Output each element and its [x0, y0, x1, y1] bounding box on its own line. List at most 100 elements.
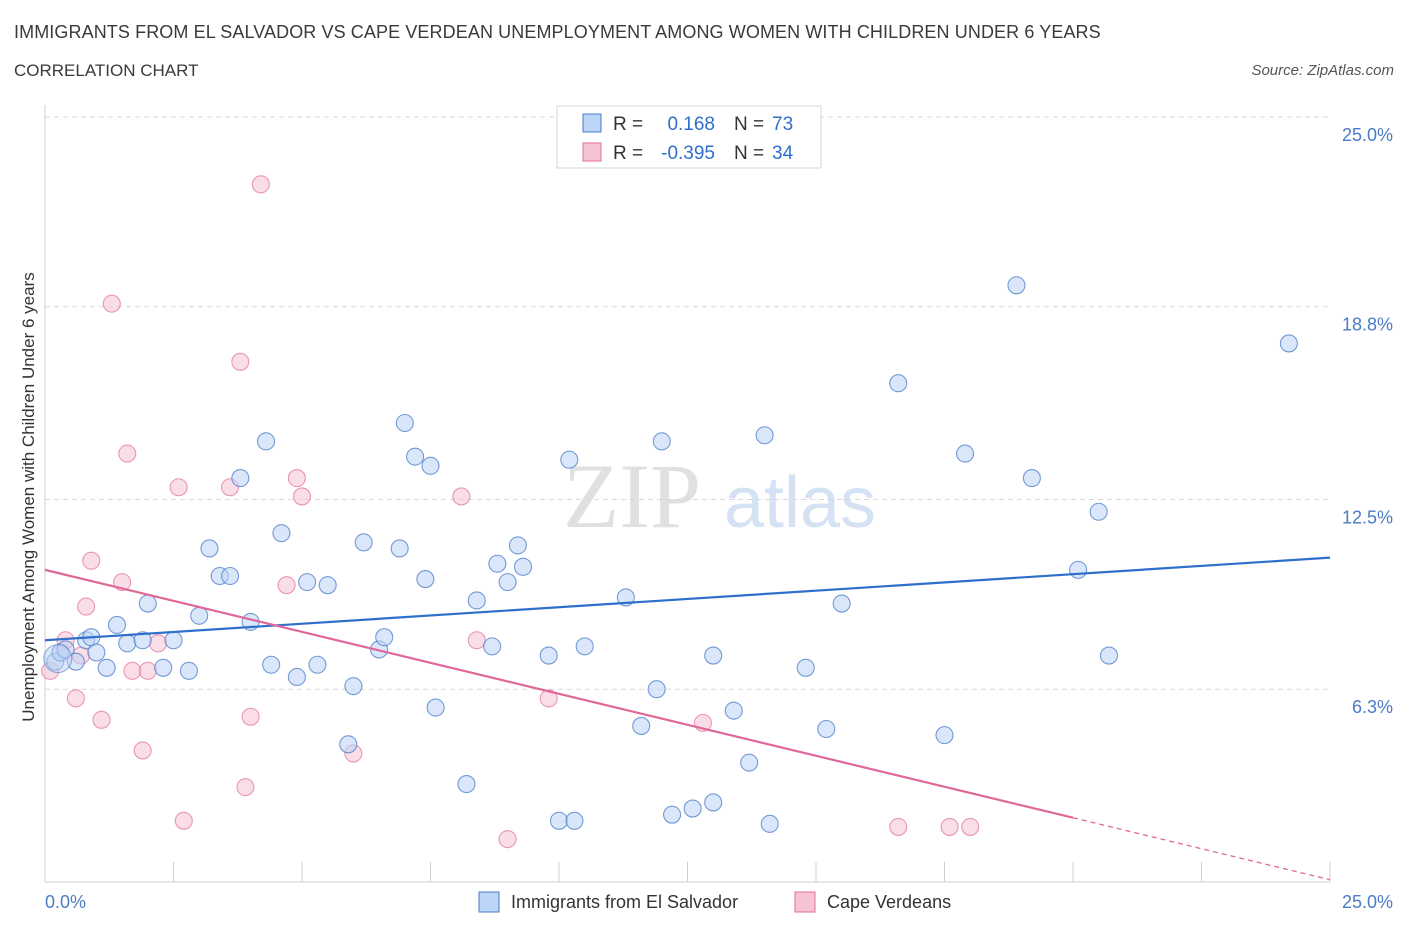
point-el-salvador	[318, 576, 337, 595]
point-cape-verdeans	[241, 707, 260, 726]
point-el-salvador	[164, 631, 183, 650]
point-cape-verdeans	[452, 487, 471, 506]
legend-n-label-blue: N =	[734, 114, 764, 135]
point-el-salvador	[467, 591, 486, 610]
point-cape-verdeans	[66, 689, 85, 708]
point-cape-verdeans	[539, 689, 558, 708]
point-cape-verdeans	[961, 817, 980, 836]
point-el-salvador	[724, 701, 743, 720]
point-cape-verdeans	[236, 778, 255, 797]
point-el-salvador	[647, 680, 666, 699]
point-cape-verdeans	[133, 741, 152, 760]
point-el-salvador	[262, 655, 281, 674]
point-el-salvador	[375, 628, 394, 647]
point-cape-verdeans	[123, 661, 142, 680]
point-cape-verdeans	[102, 294, 121, 313]
point-el-salvador	[426, 698, 445, 717]
point-el-salvador	[889, 374, 908, 393]
chart-title: IMMIGRANTS FROM EL SALVADOR VS CAPE VERD…	[14, 22, 1101, 42]
point-cape-verdeans	[149, 634, 168, 653]
legend-swatch-pink	[582, 142, 602, 162]
point-cape-verdeans	[92, 710, 111, 729]
point-cape-verdeans	[174, 811, 193, 830]
point-el-salvador	[704, 646, 723, 665]
point-el-salvador	[107, 615, 127, 635]
point-el-salvador	[200, 539, 219, 558]
point-el-salvador	[220, 566, 240, 586]
point-el-salvador	[832, 594, 851, 613]
x-tick-label: 25.0%	[1342, 892, 1393, 912]
point-cape-verdeans	[251, 175, 270, 194]
y-tick-labels: 6.3% 12.5% 18.8% 25.0%	[1342, 125, 1393, 717]
legend-r-value-blue: 0.168	[667, 114, 715, 135]
trend-line-cape-verdeans-extension	[1072, 817, 1331, 881]
point-el-salvador	[483, 637, 502, 656]
point-el-salvador	[406, 447, 425, 466]
point-cape-verdeans	[287, 469, 306, 488]
bottom-legend-label-blue: Immigrants from El Salvador	[511, 892, 738, 912]
axes	[44, 105, 1331, 883]
point-el-salvador	[231, 469, 250, 488]
point-el-salvador	[154, 658, 173, 677]
point-el-salvador	[1279, 334, 1298, 353]
point-cape-verdeans	[118, 444, 137, 463]
point-el-salvador	[298, 573, 317, 592]
y-tick-label: 6.3%	[1352, 697, 1393, 717]
watermark-zip: ZIP	[563, 445, 701, 547]
point-el-salvador	[513, 557, 533, 576]
bottom-legend-label-pink: Cape Verdeans	[827, 892, 951, 912]
point-cape-verdeans	[138, 661, 157, 680]
point-cape-verdeans	[169, 478, 188, 497]
point-el-salvador	[179, 661, 198, 680]
point-el-salvador	[935, 726, 954, 745]
point-cape-verdeans	[889, 817, 908, 836]
point-el-salvador	[760, 814, 779, 833]
point-el-salvador	[817, 719, 836, 739]
chart-subtitle: CORRELATION CHART	[14, 61, 199, 80]
point-el-salvador	[663, 805, 682, 824]
point-el-salvador	[287, 667, 306, 687]
legend-r-label-pink: R =	[613, 143, 643, 164]
x-tick-labels: 0.0% 25.0%	[45, 892, 1393, 912]
point-el-salvador	[1089, 502, 1108, 521]
y-tick-label: 25.0%	[1342, 125, 1393, 145]
point-el-salvador	[354, 533, 373, 552]
gridlines	[45, 116, 1330, 690]
point-el-salvador	[560, 450, 579, 469]
legend-n-value-blue: 73	[772, 114, 793, 135]
point-el-salvador	[339, 735, 358, 754]
bottom-legend-swatch-pink	[794, 891, 816, 913]
legend-n-value-pink: 34	[772, 143, 794, 164]
point-el-salvador	[539, 646, 558, 665]
point-el-salvador	[416, 570, 435, 589]
x-tick-label: 0.0%	[45, 892, 86, 912]
point-el-salvador	[421, 456, 440, 475]
point-el-salvador	[683, 799, 702, 818]
y-tick-label: 18.8%	[1342, 315, 1393, 335]
point-el-salvador	[1099, 646, 1119, 665]
trend-line-cape-verdeans	[44, 568, 1074, 819]
series-el-salvador	[43, 276, 1298, 833]
point-el-salvador	[508, 536, 527, 555]
point-el-salvador	[755, 426, 774, 445]
trend-line-el-salvador	[44, 556, 1331, 642]
point-el-salvador	[87, 643, 106, 662]
point-el-salvador	[1022, 469, 1041, 488]
point-el-salvador	[704, 793, 723, 812]
watermark: ZIP atlas	[563, 445, 876, 547]
point-el-salvador	[138, 594, 157, 613]
point-el-salvador	[498, 573, 517, 592]
legend-r-value-pink: -0.395	[661, 143, 715, 164]
point-el-salvador	[549, 811, 569, 830]
point-cape-verdeans	[467, 631, 486, 650]
point-el-salvador	[652, 432, 671, 451]
point-el-salvador-cluster	[43, 644, 73, 674]
legend-n-label-pink: N =	[734, 143, 764, 164]
point-cape-verdeans	[292, 487, 312, 506]
point-el-salvador	[956, 444, 975, 463]
point-el-salvador	[488, 554, 507, 573]
point-el-salvador	[565, 811, 584, 830]
point-el-salvador	[308, 655, 327, 674]
point-el-salvador	[796, 658, 815, 677]
